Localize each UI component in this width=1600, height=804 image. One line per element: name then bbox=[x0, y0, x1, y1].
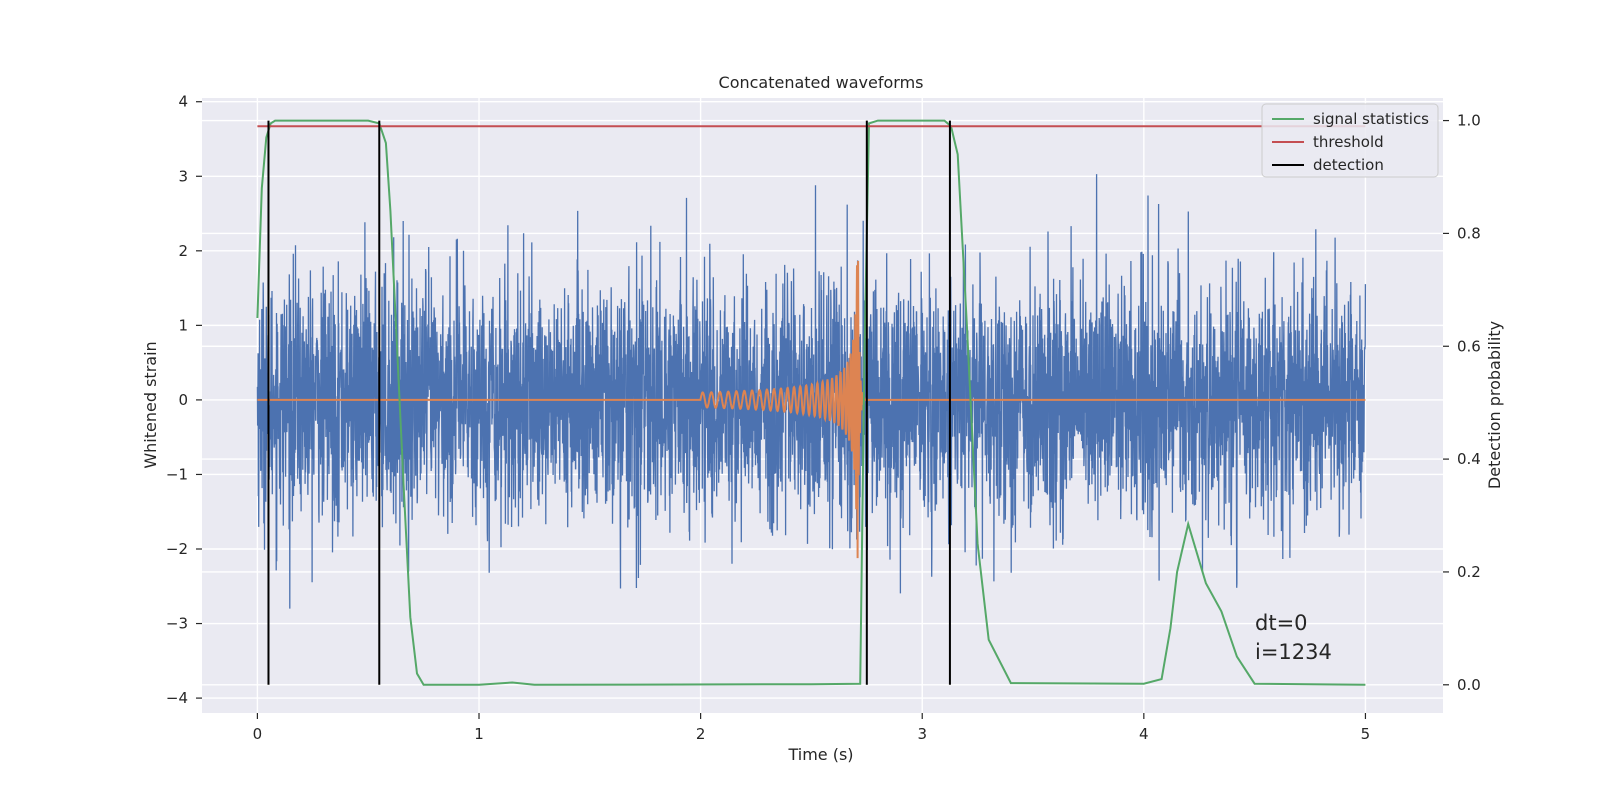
legend: signal statistics threshold detection bbox=[1261, 103, 1439, 178]
y-right-tick-label: 0.2 bbox=[1457, 563, 1481, 581]
annotation-dt: dt=0 bbox=[1255, 611, 1308, 635]
y-tick-label: −1 bbox=[166, 465, 188, 483]
legend-label: detection bbox=[1313, 156, 1384, 174]
y-tick-label: 2 bbox=[178, 242, 188, 260]
y-right-tick-label: 0.6 bbox=[1457, 337, 1481, 355]
legend-box bbox=[1261, 103, 1439, 178]
x-tick-label: 3 bbox=[917, 725, 927, 743]
x-tick-label: 2 bbox=[696, 725, 706, 743]
y-tick-label: −3 bbox=[166, 615, 188, 633]
series-strain-line bbox=[256, 174, 1367, 609]
y-right-axis-label: Detection probability bbox=[1485, 321, 1504, 489]
y-tick-label: −2 bbox=[166, 540, 188, 558]
y-right-tick-label: 0.8 bbox=[1457, 224, 1481, 242]
y-right-tick-label: 1.0 bbox=[1457, 112, 1481, 130]
y-tick-label: 1 bbox=[178, 316, 188, 334]
series-signal-statistics-line bbox=[256, 119, 1366, 686]
series-chirp-line bbox=[257, 260, 1366, 559]
legend-label: signal statistics bbox=[1313, 110, 1429, 128]
y-axis-label: Whitened strain bbox=[141, 341, 160, 468]
x-tick-label: 5 bbox=[1361, 725, 1371, 743]
y-tick-label: 3 bbox=[178, 167, 188, 185]
y-tick-label: −4 bbox=[166, 689, 188, 707]
y-right-tick-label: 0.0 bbox=[1457, 676, 1481, 694]
annotation: dt=0 i=1234 bbox=[1255, 611, 1332, 664]
x-tick-label: 0 bbox=[253, 725, 263, 743]
y-right-tick-label: 0.4 bbox=[1457, 450, 1481, 468]
x-axis-label: Time (s) bbox=[787, 745, 853, 764]
x-tick-label: 1 bbox=[474, 725, 484, 743]
x-tick-label: 4 bbox=[1139, 725, 1149, 743]
y-tick-label: 4 bbox=[178, 93, 188, 111]
annotation-index: i=1234 bbox=[1255, 640, 1332, 664]
y-tick-label: 0 bbox=[178, 391, 188, 409]
chart-title: Concatenated waveforms bbox=[719, 73, 924, 92]
legend-label: threshold bbox=[1313, 133, 1384, 151]
